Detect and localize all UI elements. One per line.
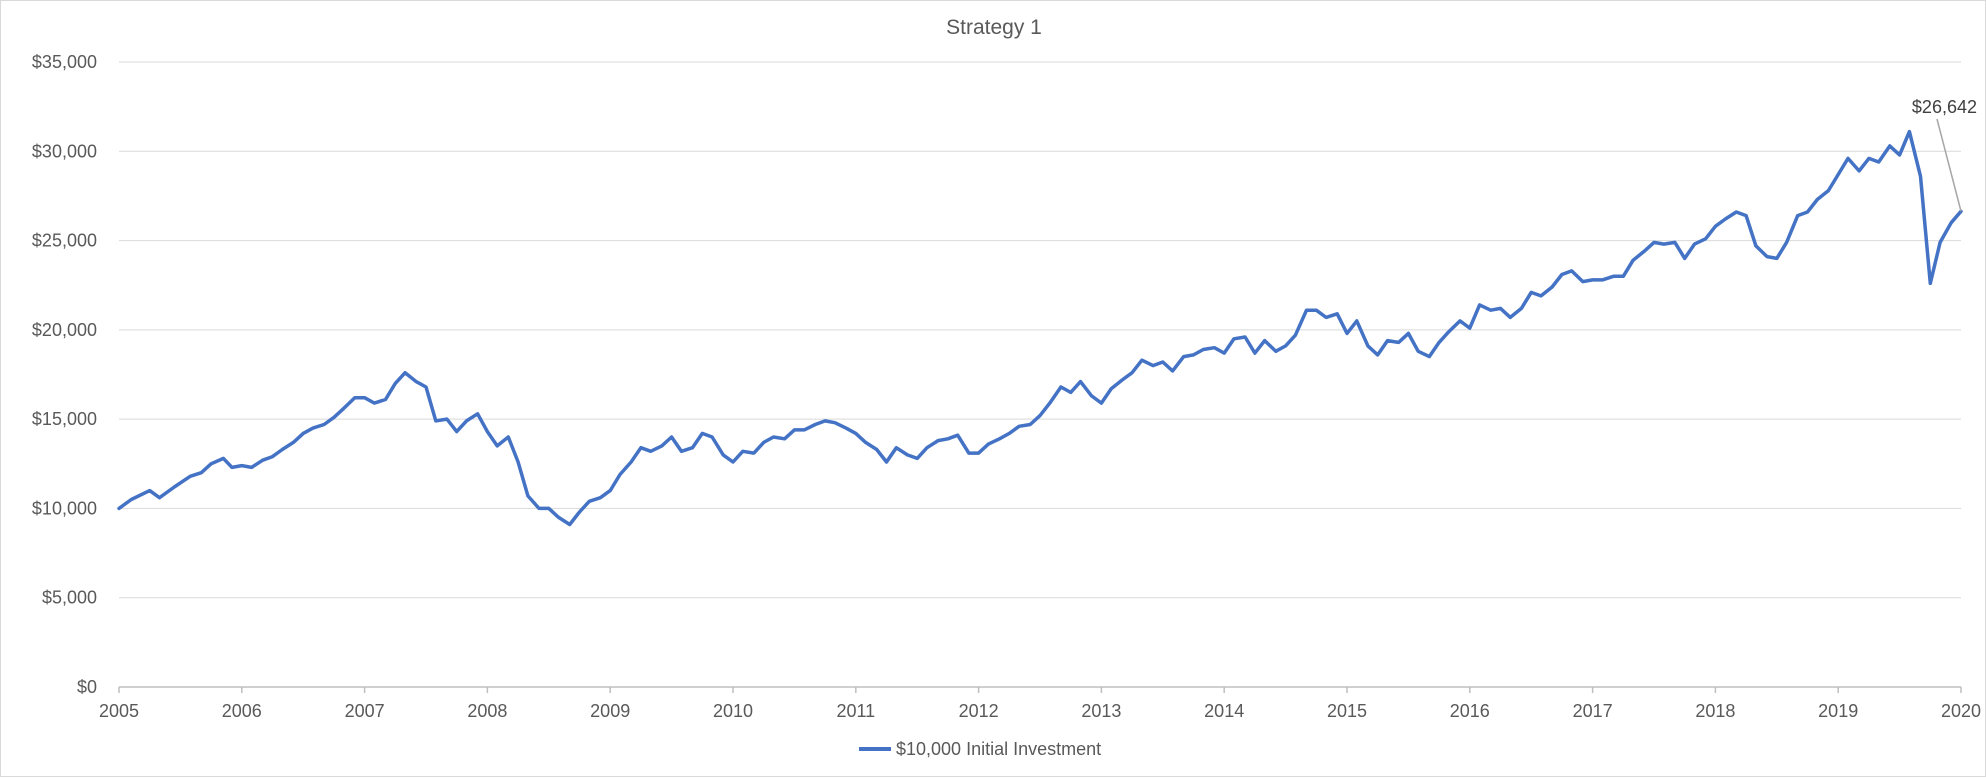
annotation-leader-line xyxy=(1936,118,1962,212)
x-tick-label: 2015 xyxy=(1327,701,1367,721)
x-tick-label: 2010 xyxy=(713,701,753,721)
x-tick-label: 2007 xyxy=(345,701,385,721)
series-group xyxy=(117,129,1963,527)
x-tick-label: 2006 xyxy=(222,701,262,721)
x-tick-label: 2020 xyxy=(1941,701,1981,721)
gridlines xyxy=(119,61,1961,599)
x-tick-label: 2005 xyxy=(99,701,139,721)
x-axis: 2005 2006 2007 2008 2009 2010 2011 2012 2013 2014… xyxy=(99,686,1981,721)
y-tick-label: $35,000 xyxy=(32,52,97,72)
y-tick-label: $10,000 xyxy=(32,498,97,518)
x-tick-label: 2016 xyxy=(1450,701,1490,721)
y-tick-label: $5,000 xyxy=(42,588,97,608)
x-tick-label: 2008 xyxy=(467,701,507,721)
y-axis-tick-labels: $0 $5,000 $10,000 $15,000 $20,000 $25,000 $30,… xyxy=(32,52,97,697)
y-tick-label: $30,000 xyxy=(32,141,97,161)
legend: $10,000 Initial Investment xyxy=(859,739,1101,759)
series-line-1 xyxy=(117,129,1963,527)
x-tick-label: 2017 xyxy=(1573,701,1613,721)
x-tick-label: 2012 xyxy=(959,701,999,721)
annotation-label: $26,642 xyxy=(1912,97,1977,117)
annotations: $26,642 xyxy=(1912,97,1977,212)
legend-label: $10,000 Initial Investment xyxy=(896,739,1101,759)
y-tick-label: $0 xyxy=(77,677,97,697)
x-tick-label: 2014 xyxy=(1204,701,1244,721)
y-tick-label: $25,000 xyxy=(32,231,97,251)
x-tick-label: 2013 xyxy=(1081,701,1121,721)
x-tick-label: 2009 xyxy=(590,701,630,721)
chart-title: Strategy 1 xyxy=(946,16,1042,39)
x-tick-label: 2018 xyxy=(1695,701,1735,721)
y-tick-label: $20,000 xyxy=(32,320,97,340)
y-tick-label: $15,000 xyxy=(32,409,97,429)
x-tick-label: 2011 xyxy=(836,701,875,721)
x-tick-label: 2019 xyxy=(1818,701,1858,721)
